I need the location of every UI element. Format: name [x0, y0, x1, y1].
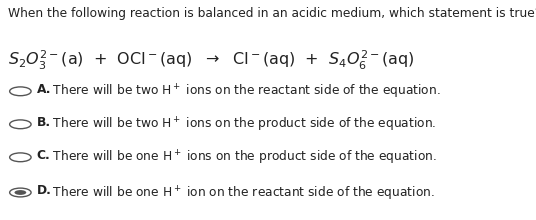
Text: B.: B.: [36, 116, 50, 129]
Circle shape: [14, 190, 26, 195]
Text: There will be one H$^+$ ion on the reactant side of the equation.: There will be one H$^+$ ion on the react…: [49, 184, 435, 203]
Text: $S_2O_3^{2-}$(a)  +  OCI$^-$(aq)  $\rightarrow$  CI$^-$(aq)  +  $S_4O_6^{2-}$(aq: $S_2O_3^{2-}$(a) + OCI$^-$(aq) $\rightar…: [8, 48, 414, 72]
Text: A.: A.: [36, 83, 51, 96]
Text: When the following reaction is balanced in an acidic medium, which statement is : When the following reaction is balanced …: [8, 7, 536, 20]
Text: There will be two H$^+$ ions on the product side of the equation.: There will be two H$^+$ ions on the prod…: [49, 116, 437, 134]
Text: There will be two H$^+$ ions on the reactant side of the equation.: There will be two H$^+$ ions on the reac…: [49, 83, 441, 101]
Text: C.: C.: [36, 149, 50, 162]
Text: There will be one H$^+$ ions on the product side of the equation.: There will be one H$^+$ ions on the prod…: [49, 149, 437, 167]
Text: D.: D.: [36, 184, 51, 197]
